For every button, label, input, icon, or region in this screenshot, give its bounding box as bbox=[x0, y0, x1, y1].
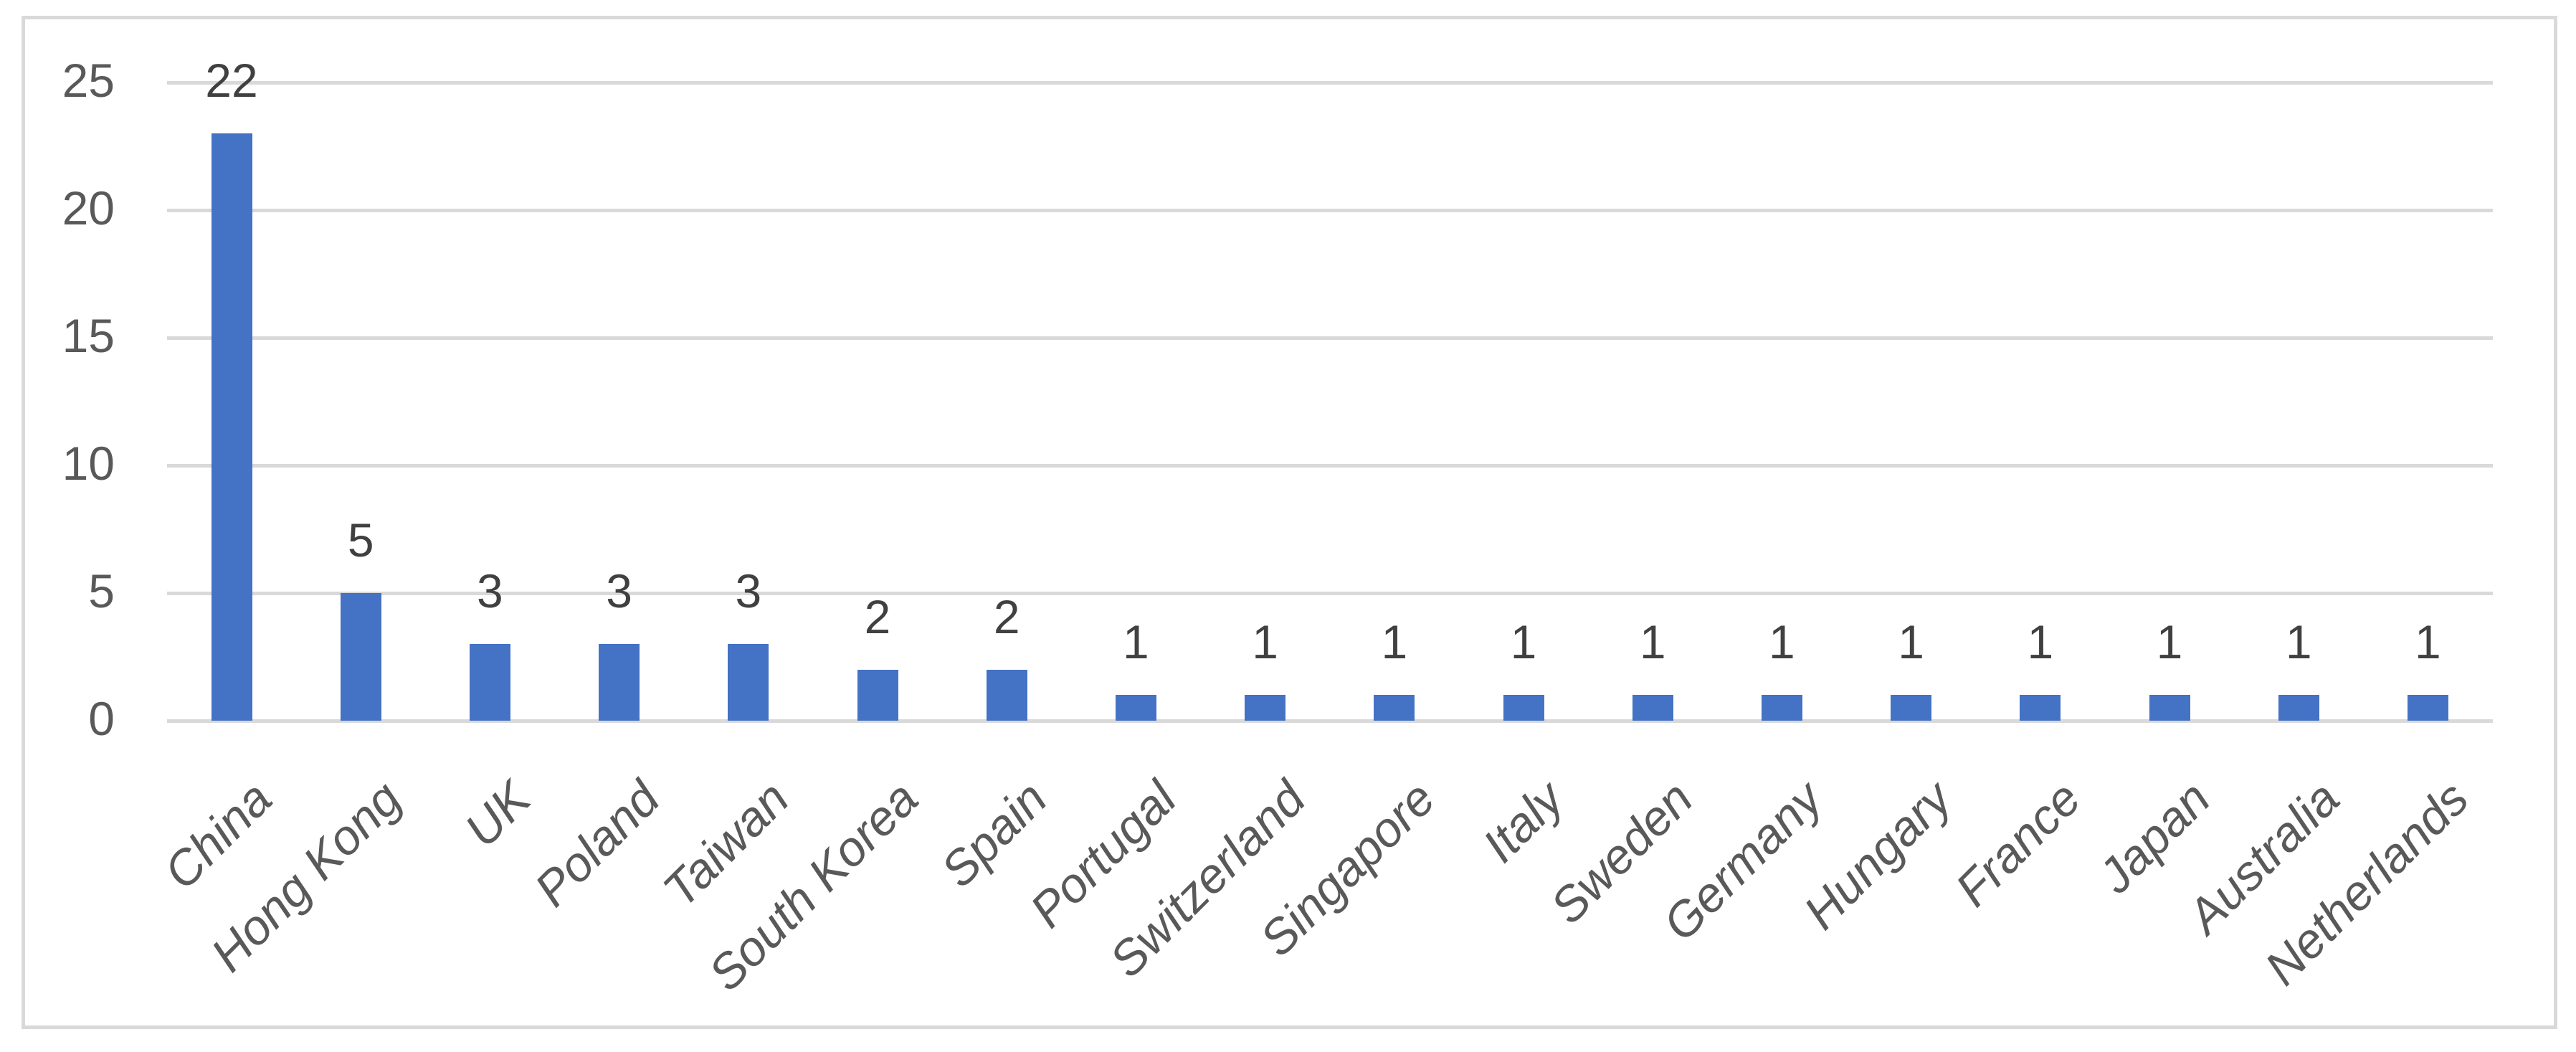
bar-hungary bbox=[1891, 695, 1932, 721]
gridline-y-5 bbox=[167, 592, 2493, 595]
bar-taiwan bbox=[728, 644, 769, 721]
bar-netherlands bbox=[2407, 695, 2448, 721]
gridline-y-10 bbox=[167, 464, 2493, 468]
bar-value-label: 2 bbox=[993, 589, 1020, 643]
bar-switzerland bbox=[1245, 695, 1286, 721]
bar-portugal bbox=[1115, 695, 1156, 721]
bar-value-label: 22 bbox=[205, 54, 258, 108]
gridline-y-15 bbox=[167, 336, 2493, 340]
bar-south-korea bbox=[857, 669, 898, 721]
bar-france bbox=[2020, 695, 2061, 721]
bar-australia bbox=[2278, 695, 2319, 721]
y-tick-label: 20 bbox=[62, 181, 115, 234]
y-tick-label: 5 bbox=[88, 564, 115, 617]
chart-frame bbox=[22, 16, 2557, 1029]
y-tick-label: 15 bbox=[62, 309, 115, 362]
bar-italy bbox=[1503, 695, 1544, 721]
y-tick-label: 25 bbox=[62, 54, 115, 107]
bar-value-label: 1 bbox=[2285, 615, 2312, 669]
bar-japan bbox=[2149, 695, 2190, 721]
bar-value-label: 1 bbox=[1639, 615, 1666, 669]
bar-value-label: 1 bbox=[1769, 615, 1795, 669]
bar-value-label: 1 bbox=[1898, 615, 1924, 669]
gridline-y-20 bbox=[167, 209, 2493, 212]
bar-spain bbox=[986, 669, 1027, 721]
gridline-y-0 bbox=[167, 719, 2493, 723]
bar-value-label: 3 bbox=[477, 564, 503, 618]
bar-sweden bbox=[1632, 695, 1673, 721]
bar-value-label: 1 bbox=[1381, 615, 1408, 669]
bar-value-label: 1 bbox=[2415, 615, 2441, 669]
bar-uk bbox=[469, 644, 510, 721]
bar-value-label: 2 bbox=[864, 589, 891, 643]
y-tick-label: 0 bbox=[88, 692, 115, 745]
bar-hong-kong bbox=[340, 593, 381, 721]
y-tick-label: 10 bbox=[62, 437, 115, 490]
bar-poland bbox=[599, 644, 640, 721]
bar-value-label: 1 bbox=[1510, 615, 1537, 669]
gridline-y-25 bbox=[167, 81, 2493, 85]
bar-value-label: 1 bbox=[1252, 615, 1278, 669]
bar-value-label: 3 bbox=[735, 564, 762, 618]
bar-value-label: 5 bbox=[347, 513, 374, 567]
bar-value-label: 1 bbox=[2156, 615, 2183, 669]
bar-value-label: 1 bbox=[2027, 615, 2054, 669]
bar-china bbox=[211, 133, 252, 721]
bar-value-label: 1 bbox=[1123, 615, 1149, 669]
bar-germany bbox=[1761, 695, 1802, 721]
bar-singapore bbox=[1374, 695, 1415, 721]
bar-value-label: 3 bbox=[606, 564, 632, 618]
